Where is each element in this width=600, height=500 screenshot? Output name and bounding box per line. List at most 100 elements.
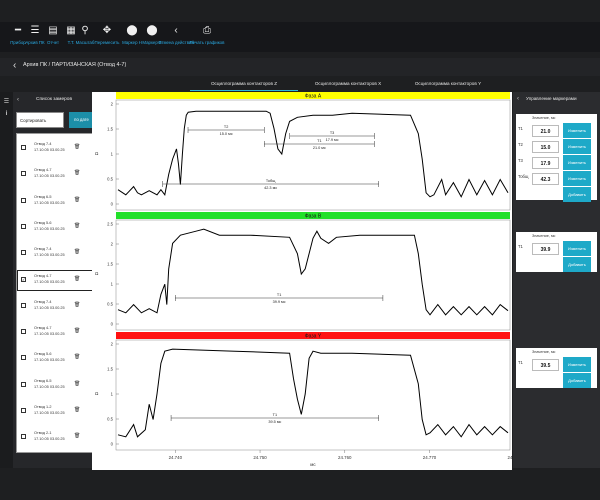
toolbar-item-0[interactable]: ━ Прибор — [3, 22, 33, 52]
list-item[interactable]: Отвод 5-6 17.10.05 03.00.25 🗑 — [17, 348, 103, 369]
item-name: Отвод 5-6 — [34, 220, 52, 225]
edit-marker-button[interactable]: Изменить — [563, 241, 591, 256]
marker-value-field[interactable]: 42.3 — [532, 173, 559, 185]
add-marker-button[interactable]: Добавить — [563, 187, 591, 202]
phase-title-band — [116, 92, 510, 99]
trash-icon[interactable]: 🗑 — [74, 144, 81, 150]
item-checkbox[interactable] — [21, 408, 26, 413]
y-tick-label: 0.5 — [107, 177, 113, 182]
add-marker-button[interactable]: Добавить — [563, 373, 591, 388]
phase-title: Фаза Y — [305, 333, 322, 339]
item-date: 17.10.05 03.00.25 — [34, 226, 65, 231]
list-item[interactable]: Отвод 5-6 17.10.05 03.00.25 🗑 — [17, 217, 103, 238]
toolbar-item-5[interactable]: ✥ Перемесить — [92, 22, 122, 52]
item-checkbox[interactable] — [21, 145, 26, 150]
waveform-trace — [117, 348, 509, 438]
tab-oscillogram-z[interactable]: Осциллограмма контакторов Z — [190, 79, 298, 91]
add-marker-row: Добавить — [516, 187, 597, 203]
marker-value-field[interactable]: 39.5 — [532, 359, 559, 371]
item-checkbox[interactable] — [21, 171, 26, 177]
item-checkbox[interactable] — [21, 381, 26, 387]
tab-oscillogram-x[interactable]: Осциллограмма контакторов X — [314, 81, 382, 86]
toolbar-item-8[interactable]: ‹ Отмена действий — [158, 22, 194, 52]
toolbar-item-3[interactable]: ▦ Т.Т. — [56, 22, 86, 52]
marker-row: T2 15.0 Изменить — [516, 139, 597, 155]
edit-marker-button[interactable]: Изменить — [563, 123, 591, 138]
list-item[interactable]: Отвод 7-4 17.10.05 03.00.25 🗑 — [17, 138, 103, 159]
trash-icon[interactable]: 🗑 — [74, 222, 81, 229]
trash-icon[interactable]: 🗑 — [74, 249, 81, 256]
oscillogram-svg[interactable]: Фаза А 0 0.5 1 1.5 2 Ω T2 15.0 мс T3 17.9 мс T1 21.0… — [92, 92, 512, 470]
edit-marker-button[interactable]: Изменить — [563, 171, 591, 186]
edit-marker-button[interactable]: Изменить — [563, 155, 591, 170]
toolbar-item-label: Печать графиков — [189, 40, 225, 45]
list-item[interactable]: Отвод 1-2 17.10.05 03.00.25 🗑 — [17, 401, 103, 422]
toolbar-item-7[interactable]: ⬤ Маркер К — [137, 22, 167, 52]
y-axis-label: Ω — [95, 391, 99, 396]
y-tick-label: 2 — [111, 342, 114, 347]
oscillogram-area[interactable]: Фаза А 0 0.5 1 1.5 2 Ω T2 15.0 мс T3 17.9 мс T1 21.0… — [92, 92, 512, 470]
minus-icon: ━ — [14, 25, 22, 36]
add-marker-button[interactable]: Добавить — [563, 257, 591, 272]
trash-icon[interactable]: 🗑 — [74, 433, 81, 440]
sort-controls: Сортировать по дате ↑ — [16, 112, 104, 128]
trash-icon[interactable]: 🗑 — [74, 275, 81, 282]
item-checkbox[interactable] — [21, 329, 26, 335]
item-checkbox[interactable] — [21, 434, 26, 440]
toolbar-item-2[interactable]: ▤ Отчет — [38, 22, 68, 52]
tab-oscillogram-y[interactable]: Осциллограмма контакторов Y — [414, 81, 482, 86]
item-checkbox[interactable] — [21, 250, 26, 256]
item-checkbox[interactable] — [21, 355, 26, 361]
list-item[interactable]: Отвод 7-4 17.10.05 03.00.25 🗑 — [17, 243, 103, 264]
list-item[interactable]: ✓ Отвод 4-7 17.10.05 03.00.25 🗑 — [17, 269, 103, 291]
trash-icon[interactable]: 🗑 — [74, 407, 81, 413]
breadcrumb: ‹ Архив ПК / ПАРТИЗАНСКАЯ (Отвод 4-7) — [0, 58, 600, 76]
collapse-right-icon[interactable]: ‹ — [517, 96, 519, 102]
trash-icon[interactable]: 🗑 — [74, 380, 81, 387]
toolbar-item-6[interactable]: ⬤ Маркер Н — [117, 22, 147, 52]
list-item[interactable]: Отвод 7-4 17.10.05 03.00.25 🗑 — [17, 296, 103, 317]
toolbar-item-4[interactable]: ⚲ Масштаб — [70, 22, 100, 52]
item-date: 17.10.05 03.00.25 — [34, 279, 65, 284]
back-chevron-icon[interactable]: ‹ — [13, 60, 17, 71]
trash-icon[interactable]: 🗑 — [74, 354, 81, 361]
item-name: Отвод 5-6 — [34, 352, 52, 357]
toolbar-item-1[interactable]: ☰ Архив ПК — [20, 22, 50, 52]
marker-value-field[interactable]: 17.9 — [532, 157, 559, 169]
list-item[interactable]: Отвод 6-5 17.10.05 03.00.25 🗑 — [17, 375, 103, 396]
item-name: Отвод 4-7 — [34, 168, 52, 173]
marker-panel-title: Управление маркерами — [526, 96, 577, 101]
item-checkbox[interactable] — [21, 302, 26, 308]
toolbar-item-label: Архив ПК — [25, 40, 45, 45]
list-item[interactable]: Отвод 4-7 17.10.05 03.00.25 🗑 — [17, 164, 103, 185]
trash-icon[interactable]: 🗑 — [74, 170, 81, 177]
item-checkbox[interactable] — [21, 223, 26, 229]
x-tick-label: 24.770 — [423, 455, 437, 460]
edit-marker-button[interactable]: Изменить — [563, 357, 591, 372]
edit-marker-button[interactable]: Изменить — [563, 139, 591, 154]
table-icon: ▦ — [66, 25, 76, 36]
marker-value-field[interactable]: 21.0 — [532, 125, 559, 137]
list-icon[interactable]: ☰ — [3, 99, 10, 105]
list-item[interactable]: Отвод 4-7 17.10.05 03.00.25 🗑 — [17, 322, 103, 343]
collapse-left-icon[interactable]: ‹ — [17, 97, 19, 103]
marker-value-field[interactable]: 15.0 — [532, 141, 559, 153]
main-toolbar: ━ Прибор ☰ Архив ПК ▤ Отчет ▦ Т.Т. ⚲ Масштаб ✥ Пере… — [0, 22, 600, 52]
y-tick-label: 1.5 — [107, 367, 113, 372]
trash-icon[interactable]: 🗑 — [74, 328, 81, 335]
item-name: Отвод 1-2 — [34, 405, 52, 409]
list-item[interactable]: Отвод 2-1 17.10.05 03.00.25 🗑 — [17, 427, 103, 448]
marker-value-field[interactable]: 39.9 — [532, 243, 559, 255]
trash-icon[interactable]: 🗑 — [74, 196, 81, 203]
add-marker-row: Добавить — [516, 257, 597, 273]
trash-icon[interactable]: 🗑 — [74, 301, 81, 308]
measurements-panel: ‹ Список замеров Сортировать по дате ↑ О… — [13, 92, 104, 468]
list-item[interactable]: Отвод 6-5 17.10.05 03.00.25 🗑 — [17, 191, 103, 212]
measurements-title: Список замеров — [35, 97, 72, 102]
item-checkbox[interactable]: ✓ — [21, 276, 26, 282]
tab-bar: Осциллограмма контакторов Z Осциллограмм… — [0, 79, 600, 91]
info-icon[interactable]: i — [5, 111, 8, 117]
sort-by-date-button[interactable]: по дате — [69, 112, 94, 128]
toolbar-item-9[interactable]: ⎙ Печать графиков — [190, 22, 225, 52]
item-checkbox[interactable] — [21, 197, 26, 203]
